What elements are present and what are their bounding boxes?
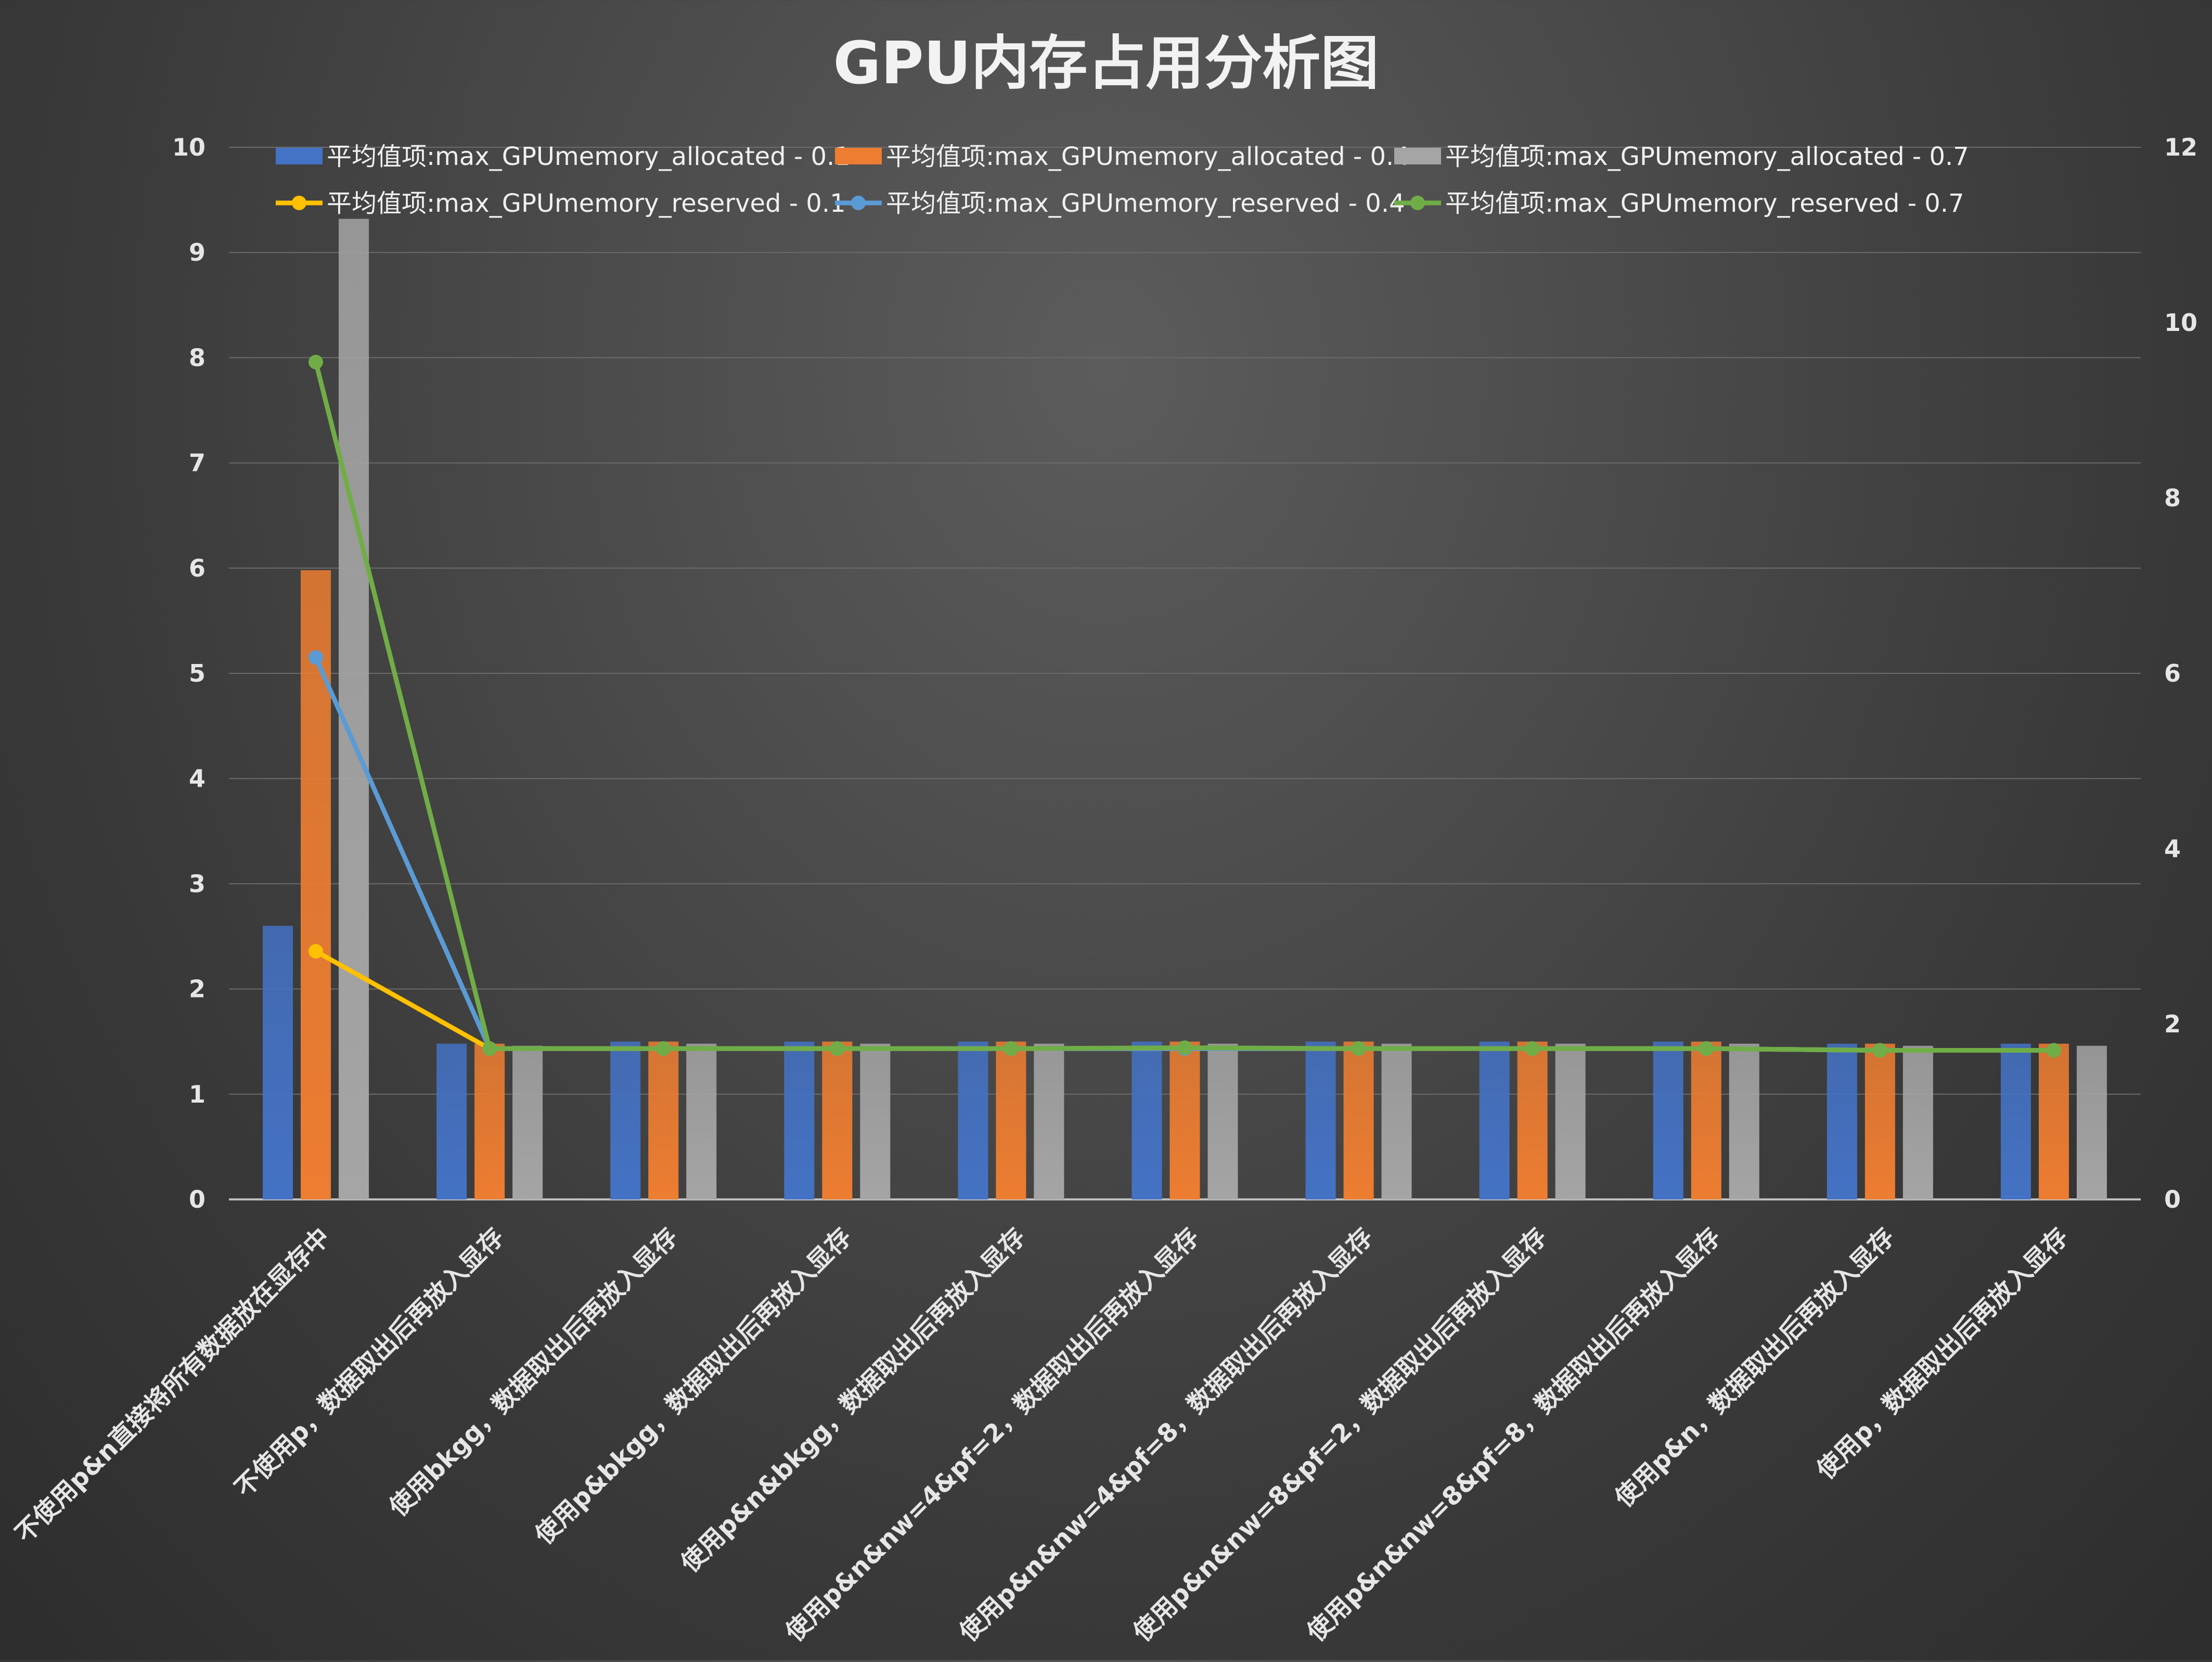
series-line (314, 949, 2054, 1053)
x-axis-category-label: 使用p&n&nw=8&pf=8，数据取出后再放入显存 (1301, 1222, 1726, 1647)
y2-axis-tick-label: 8 (2164, 484, 2181, 512)
x-axis-category-label: 使用p&n&nw=8&pf=2，数据取出后再放入显存 (1127, 1222, 1552, 1647)
legend-swatch (276, 148, 323, 164)
line-point (1351, 1041, 1366, 1056)
bar (1517, 1041, 1548, 1199)
y2-axis-tick-label: 4 (2164, 835, 2181, 863)
line-point (1177, 1040, 1192, 1055)
legend-marker (292, 196, 306, 210)
line-point (308, 944, 324, 959)
line-point (308, 650, 324, 665)
y-axis-tick-label: 5 (189, 659, 205, 687)
line-point (482, 1041, 497, 1056)
y-axis-tick-label: 8 (189, 343, 205, 372)
series-line (313, 656, 2054, 1053)
legend-marker (1410, 196, 1425, 210)
x-axis-category-label: 使用p&n&nw=4&pf=2，数据取出后再放入显存 (780, 1222, 1205, 1647)
bar (2038, 1043, 2069, 1199)
bar (1131, 1041, 1162, 1199)
legend-label: 平均值项:max_GPUmemory_reserved - 0.7 (1445, 189, 1964, 218)
line-point (830, 1041, 845, 1056)
bar (1169, 1041, 1200, 1199)
bar (822, 1041, 853, 1199)
bar (1034, 1043, 1064, 1199)
y-axis-tick-label: 6 (189, 554, 205, 582)
bar (686, 1043, 717, 1199)
bar (2076, 1045, 2107, 1199)
x-axis-category-label: 使用bkgg，数据取出后再放入显存 (383, 1222, 683, 1522)
line-point (1004, 1041, 1019, 1056)
legend-label: 平均值项:max_GPUmemory_allocated - 0.4 (886, 142, 1410, 171)
series-line (313, 361, 2054, 1053)
axes: 012345678910024681012不使用p&n直接将所有数据放在显存中不… (10, 133, 2197, 1647)
x-axis-category-label: 不使用p，数据取出后再放入显存 (229, 1222, 510, 1503)
x-axis-category-label: 使用p&n，数据取出后再放入显存 (1609, 1222, 1900, 1513)
bar (648, 1041, 679, 1199)
bar (436, 1043, 467, 1199)
bar (996, 1041, 1026, 1199)
bar (1691, 1041, 1721, 1199)
bar (1207, 1043, 1238, 1199)
y-axis-tick-label: 9 (189, 238, 205, 266)
bar (1305, 1041, 1336, 1199)
bar (474, 1043, 505, 1199)
line-point (1525, 1041, 1540, 1056)
bar (2000, 1043, 2031, 1199)
x-axis-category-label: 不使用p&n直接将所有数据放在显存中 (10, 1222, 336, 1549)
y-axis-tick-label: 3 (189, 870, 205, 898)
legend-swatch (835, 148, 882, 164)
bar (512, 1045, 543, 1199)
legend-marker (851, 196, 866, 210)
gridlines (229, 147, 2141, 1095)
x-axis-category-label: 使用p&n&nw=4&pf=8，数据取出后再放入显存 (954, 1222, 1379, 1647)
y2-axis-tick-label: 6 (2164, 659, 2181, 687)
lines (308, 354, 2061, 1058)
bar (1653, 1041, 1683, 1199)
y-axis-tick-label: 0 (189, 1185, 205, 1213)
line-point (1872, 1043, 1887, 1058)
bar (1381, 1043, 1412, 1199)
legend-label: 平均值项:max_GPUmemory_allocated - 0.7 (1445, 142, 1969, 171)
y2-axis-tick-label: 12 (2164, 133, 2197, 161)
line-point (1699, 1041, 1714, 1056)
y2-axis-tick-label: 2 (2164, 1010, 2181, 1038)
bars (263, 219, 2107, 1200)
bar (784, 1041, 815, 1199)
legend-swatch (1394, 148, 1441, 164)
line-point (2046, 1043, 2061, 1058)
bar (1343, 1041, 1374, 1199)
legend-label: 平均值项:max_GPUmemory_reserved - 0.4 (886, 189, 1405, 218)
y-axis-tick-label: 4 (189, 764, 205, 792)
chart-title: GPU内存占用分析图 (833, 30, 1379, 97)
bar (610, 1041, 641, 1199)
y-axis-tick-label: 10 (172, 133, 205, 161)
legend: 平均值项:max_GPUmemory_allocated - 0.1 平均值项:m… (276, 142, 1969, 218)
bar (1479, 1041, 1510, 1199)
y2-axis-tick-label: 10 (2164, 309, 2197, 337)
x-axis-category-label: 使用p&n&bkgg，数据取出后再放入显存 (675, 1222, 1031, 1578)
bar (263, 926, 293, 1199)
legend-label: 平均值项:max_GPUmemory_allocated - 0.1 (327, 142, 851, 171)
y-axis-tick-label: 2 (189, 975, 205, 1003)
y-axis-tick-label: 7 (189, 449, 205, 477)
bar (1555, 1043, 1586, 1199)
bar (1729, 1043, 1759, 1199)
bar (339, 219, 369, 1200)
y2-axis-tick-label: 0 (2164, 1185, 2181, 1213)
bar (1902, 1045, 1933, 1199)
line-point (308, 354, 324, 369)
x-axis-category-label: 使用p&bkgg，数据取出后再放入显存 (530, 1222, 857, 1550)
legend-label: 平均值项:max_GPUmemory_reserved - 0.1 (327, 189, 846, 218)
line-point (656, 1041, 671, 1056)
bar (958, 1041, 988, 1199)
bar (860, 1043, 891, 1199)
y-axis-tick-label: 1 (189, 1080, 205, 1108)
bar (1827, 1043, 1857, 1199)
bar (1864, 1043, 1895, 1199)
